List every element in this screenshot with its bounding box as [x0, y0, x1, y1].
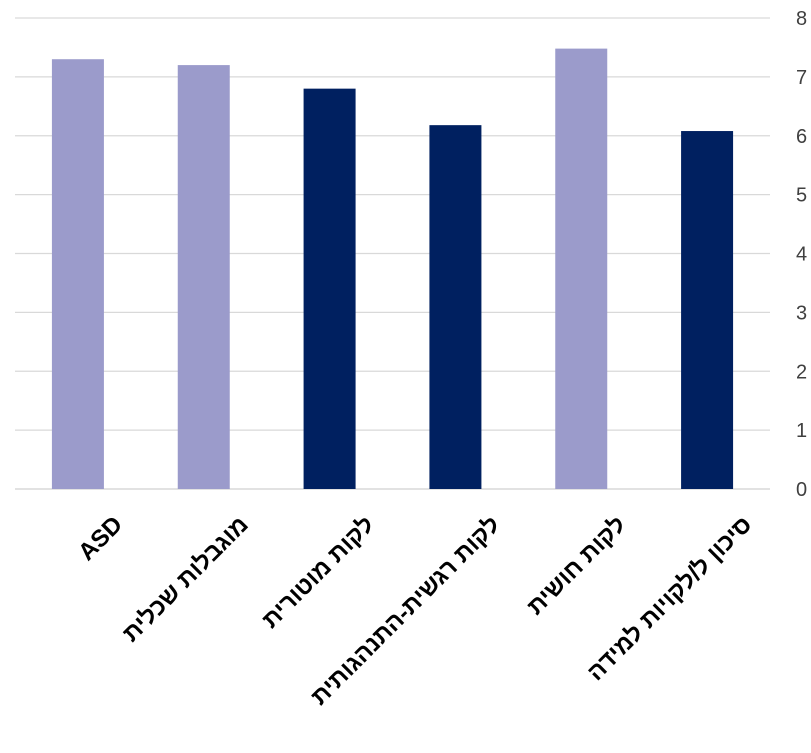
y-tick-label: 5 — [796, 185, 807, 207]
bar — [429, 125, 482, 489]
y-tick-label: 6 — [796, 126, 807, 148]
bars — [51, 48, 734, 490]
bar — [177, 65, 230, 489]
x-tick-label: לקות חושית — [522, 511, 631, 620]
bar — [555, 48, 608, 490]
bar — [681, 131, 734, 490]
y-tick-label: 7 — [796, 67, 807, 89]
bar — [303, 88, 356, 490]
y-tick-label: 1 — [796, 420, 807, 442]
y-tick-label: 2 — [796, 361, 807, 383]
y-tick-label: 3 — [796, 302, 807, 324]
gridlines — [15, 17, 770, 490]
y-tick-label: 8 — [796, 8, 807, 30]
y-tick-label: 4 — [796, 244, 807, 266]
x-tick-label: מוגבלות שכלית — [118, 511, 254, 647]
bar — [51, 59, 104, 490]
y-axis: 0 1 2 3 4 5 6 7 8 — [796, 8, 807, 501]
x-tick-label: לקות מוטורית — [257, 511, 380, 634]
y-tick-label: 0 — [796, 479, 807, 501]
x-tick-label: ASD — [73, 511, 128, 566]
